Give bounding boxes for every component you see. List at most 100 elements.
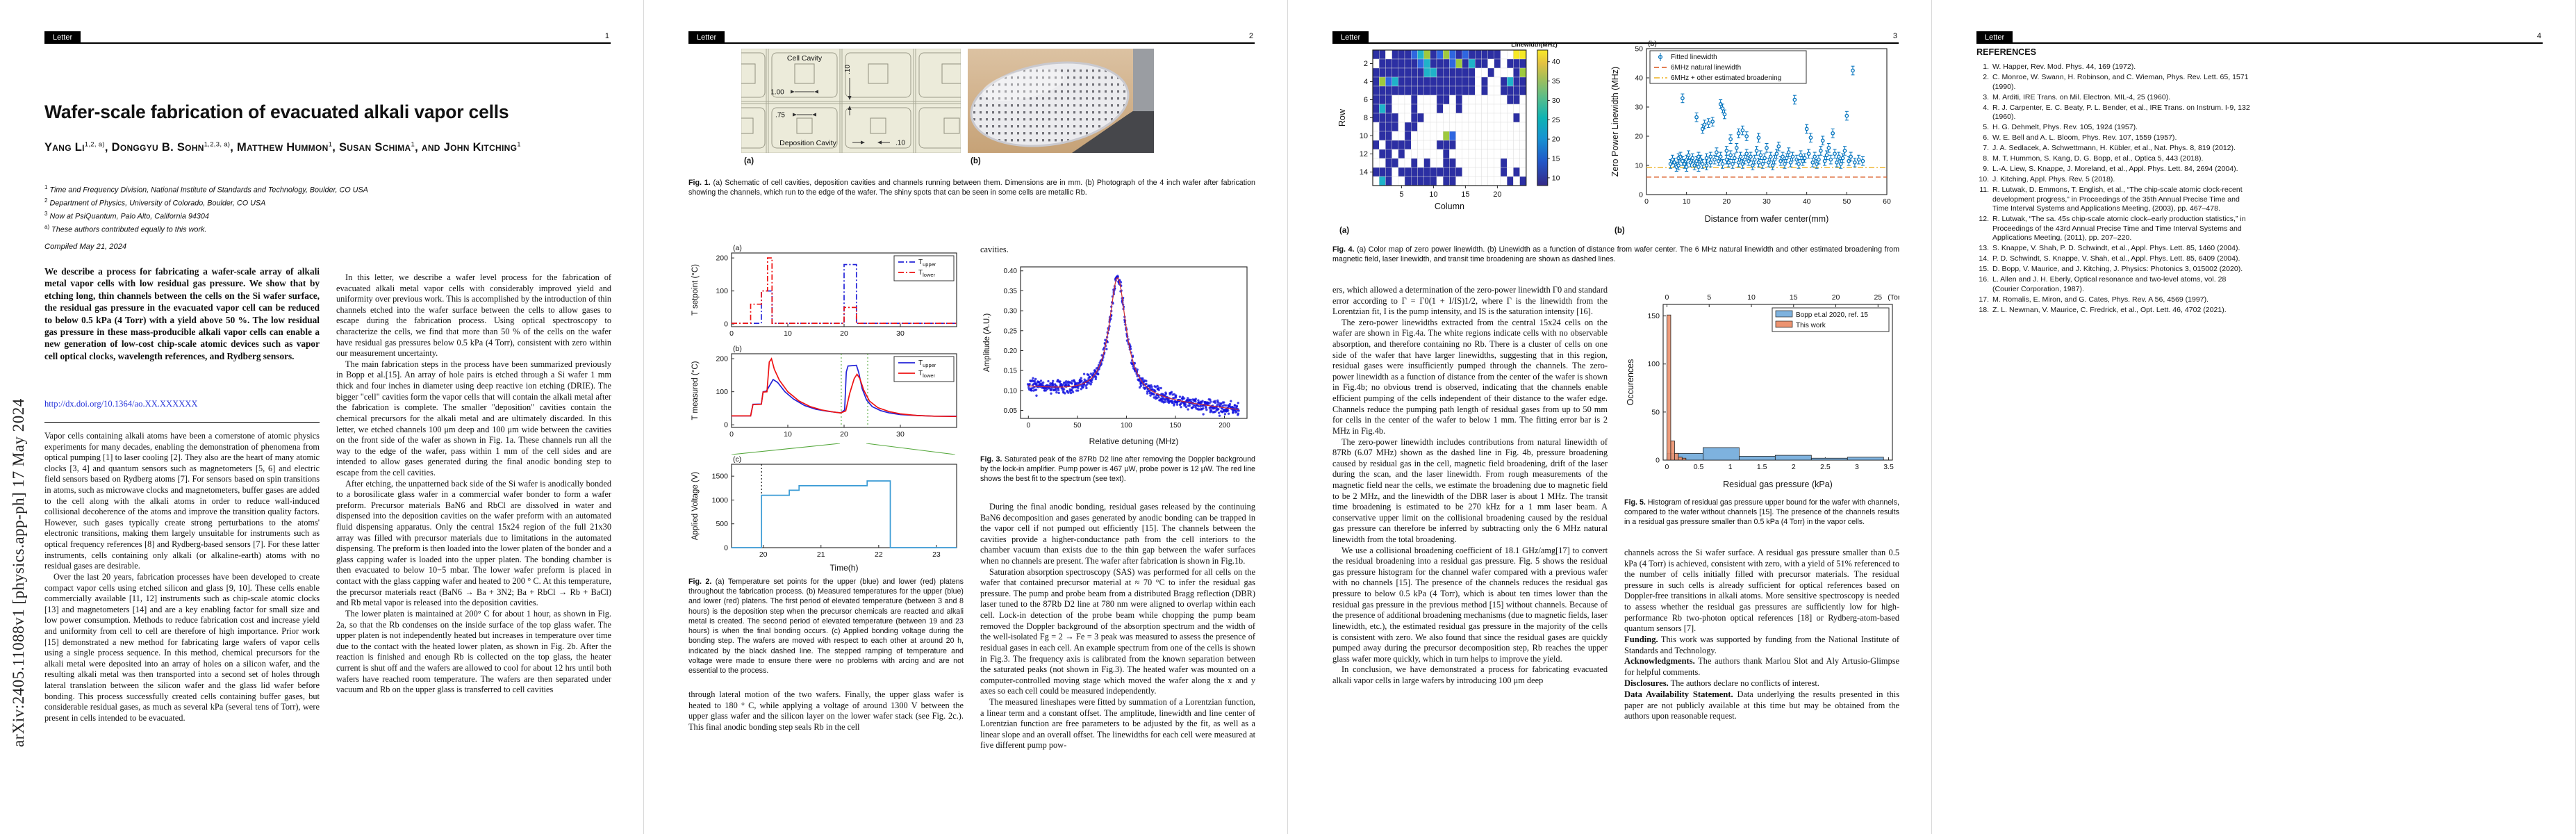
svg-text:5: 5	[1399, 190, 1403, 199]
svg-text:50: 50	[1842, 197, 1851, 206]
svg-text:Linewidth(MHz): Linewidth(MHz)	[1511, 41, 1558, 48]
svg-text:14: 14	[1360, 168, 1368, 177]
svg-text:Zero Power Linewidth (MHz): Zero Power Linewidth (MHz)	[1610, 67, 1620, 177]
figure-1a-schematic: Cell Cavity 1.00 .75 Deposition Cavity .10 .1…	[699, 48, 985, 156]
svg-text:40: 40	[1635, 74, 1643, 83]
figure-2-caption: Fig. 2. (a) Temperature set points for t…	[688, 578, 964, 676]
svg-text:20: 20	[759, 550, 768, 559]
svg-text:(Torr): (Torr)	[1888, 293, 1899, 302]
svg-text:0.15: 0.15	[1004, 368, 1018, 375]
svg-text:10: 10	[1747, 293, 1756, 302]
reference-item: M. Romalis, E. Miron, and G. Cates, Phys…	[1991, 295, 2254, 305]
svg-text:2: 2	[1792, 463, 1796, 471]
svg-text:10: 10	[784, 329, 792, 338]
author-line: Yang Li1,2, a), Donggyu B. Sohn1,2,3, a)…	[44, 139, 611, 156]
svg-text:3: 3	[1855, 463, 1859, 471]
svg-text:2: 2	[1364, 60, 1368, 68]
letter-tab: Letter	[1976, 31, 2013, 43]
svg-text:Deposition Cavity: Deposition Cavity	[779, 139, 836, 147]
svg-text:15: 15	[1552, 155, 1560, 163]
figure-2a-setpoint-chart: 0 10 20 30 0 100 200 T setpoint (°C) (a) Tupper Tl…	[688, 242, 964, 343]
figure-4b-label: (b)	[1615, 227, 1625, 235]
page-number: 2	[1248, 32, 1253, 40]
svg-text:20: 20	[1635, 133, 1643, 141]
author: Donggyu B. Sohn1,2,3, a),	[111, 140, 238, 154]
svg-text:0: 0	[724, 421, 728, 430]
paragraph: The measured lineshapes were fitted by s…	[980, 696, 1255, 751]
arxiv-watermark: arXiv:2405.11088v1 [physics.app-ph] 17 M…	[10, 398, 27, 747]
svg-text:Column: Column	[1435, 202, 1464, 211]
svg-text:22: 22	[875, 550, 883, 559]
reference-item: W. Happer, Rev. Mod. Phys. 44, 169 (1972…	[1991, 63, 2254, 72]
svg-text:10: 10	[784, 430, 792, 439]
figure-3-caption: Fig. 3. Saturated peak of the 87Rb D2 li…	[980, 455, 1255, 484]
svg-text:Occurences: Occurences	[1626, 359, 1635, 406]
svg-text:150: 150	[1647, 312, 1660, 320]
reference-item: R. Lutwak, D. Emmons, T. English, et al.…	[1991, 186, 2254, 214]
reference-item: L.-A. Liew, S. Knappe, J. Moreland, et a…	[1991, 165, 2254, 174]
svg-text:10: 10	[1683, 197, 1691, 206]
figure-1b-wafer-photo	[968, 49, 1154, 156]
svg-text:20: 20	[1552, 136, 1560, 144]
author: Matthew Hummon1,	[237, 140, 339, 154]
paragraph: During the final anodic bonding, residua…	[980, 502, 1255, 566]
page-3: Letter 3 5 10 15 20 2 4 6 8 10 12 14 Column Row 10 15 2…	[1288, 0, 1932, 834]
svg-text:12: 12	[1360, 150, 1368, 158]
svg-text:Tupper: Tupper	[918, 359, 936, 368]
affiliation: 3 Now at PsiQuantum, Palo Alto, Californ…	[44, 210, 209, 221]
svg-text:(b): (b)	[733, 345, 742, 353]
paragraph: After etching, the unpatterned back side…	[336, 478, 611, 608]
svg-text:T measured (°C): T measured (°C)	[691, 361, 700, 420]
figure-1-caption: Fig. 1. (a) Schematic of cell cavities, …	[688, 179, 1255, 197]
svg-text:Tlower: Tlower	[918, 269, 936, 278]
paragraph: The zero-power linewidths extracted from…	[1332, 317, 1608, 436]
svg-text:0.05: 0.05	[1004, 407, 1018, 415]
page-4: Letter 4 REFERENCES W. Happer, Rev. Mod.…	[1932, 0, 2576, 834]
page-header: Letter 2	[688, 31, 1255, 44]
svg-text:.75: .75	[775, 112, 785, 120]
svg-text:10: 10	[1360, 132, 1368, 140]
figure-5-histogram: 0 0.5 1 1.5 2 2.5 3 3.5 0 50 100 150 Occurences Resid…	[1624, 281, 1905, 496]
svg-text:(c): (c)	[733, 455, 741, 464]
svg-text:0.40: 0.40	[1004, 268, 1018, 275]
svg-text:0: 0	[1665, 463, 1669, 471]
body-column-left: ers, which allowed a determination of th…	[1332, 285, 1608, 821]
doi-link[interactable]: http://dx.doi.org/10.1364/ao.XX.XXXXXX	[44, 399, 198, 409]
svg-text:0.30: 0.30	[1004, 308, 1018, 316]
svg-text:1.5: 1.5	[1757, 463, 1767, 471]
paragraph: The main fabrication steps in the proces…	[336, 359, 611, 477]
svg-text:.10: .10	[895, 140, 905, 147]
letter-tab: Letter	[44, 31, 81, 43]
reference-item: P. D. Schwindt, S. Knappe, V. Shah, et a…	[1991, 254, 2254, 264]
svg-text:200: 200	[716, 355, 728, 363]
svg-text:0.35: 0.35	[1004, 288, 1018, 295]
svg-text:Tlower: Tlower	[918, 370, 936, 379]
figure-4a-heatmap: 5 10 15 20 2 4 6 8 10 12 14 Column Row 10 15 20 25 30 35 40…	[1332, 40, 1608, 230]
svg-text:40: 40	[1803, 197, 1811, 206]
paragraph: Saturation absorption spectroscopy (SAS)…	[980, 566, 1255, 696]
paragraph: channels across the Si wafer surface. A …	[1624, 548, 1899, 634]
svg-text:This work: This work	[1796, 322, 1826, 329]
svg-text:30: 30	[896, 430, 905, 439]
svg-text:10: 10	[1635, 162, 1643, 170]
acknowledgments-section: Acknowledgments. The authors thank Marlo…	[1624, 656, 1899, 678]
svg-text:100: 100	[1121, 422, 1132, 430]
figure-1b-label: (b)	[971, 157, 981, 165]
svg-text:0: 0	[1639, 191, 1643, 199]
body-column-left: Vapor cells containing alkali atoms have…	[44, 431, 320, 824]
svg-text:T setpoint (°C): T setpoint (°C)	[691, 264, 700, 316]
figure-2c-voltage-chart: 20 21 22 23 0 500 1000 1500 Applied Voltage (V) T…	[688, 455, 964, 579]
svg-text:Fitted linewidth: Fitted linewidth	[1671, 54, 1717, 61]
figure-4b-linewidth-scatter: 0 10 20 30 40 50 60 0 10 20 30 40 50 Zero Power Linew…	[1609, 40, 1895, 230]
paragraph: ers, which allowed a determination of th…	[1332, 285, 1608, 317]
svg-text:1: 1	[1728, 463, 1733, 471]
svg-text:6MHz natural linewidth: 6MHz natural linewidth	[1671, 64, 1741, 72]
body-column-left: through lateral motion of the two wafers…	[688, 689, 964, 821]
paragraph: We use a collisional broadening coeffici…	[1332, 545, 1608, 664]
data-availability-section: Data Availability Statement. Data underl…	[1624, 689, 1899, 721]
body-column-right: During the final anodic bonding, residua…	[980, 502, 1255, 823]
abstract-divider	[44, 422, 320, 423]
page-header: Letter 4	[1976, 31, 2543, 44]
svg-text:Applied Voltage (V): Applied Voltage (V)	[691, 472, 700, 541]
svg-text:8: 8	[1364, 114, 1368, 122]
